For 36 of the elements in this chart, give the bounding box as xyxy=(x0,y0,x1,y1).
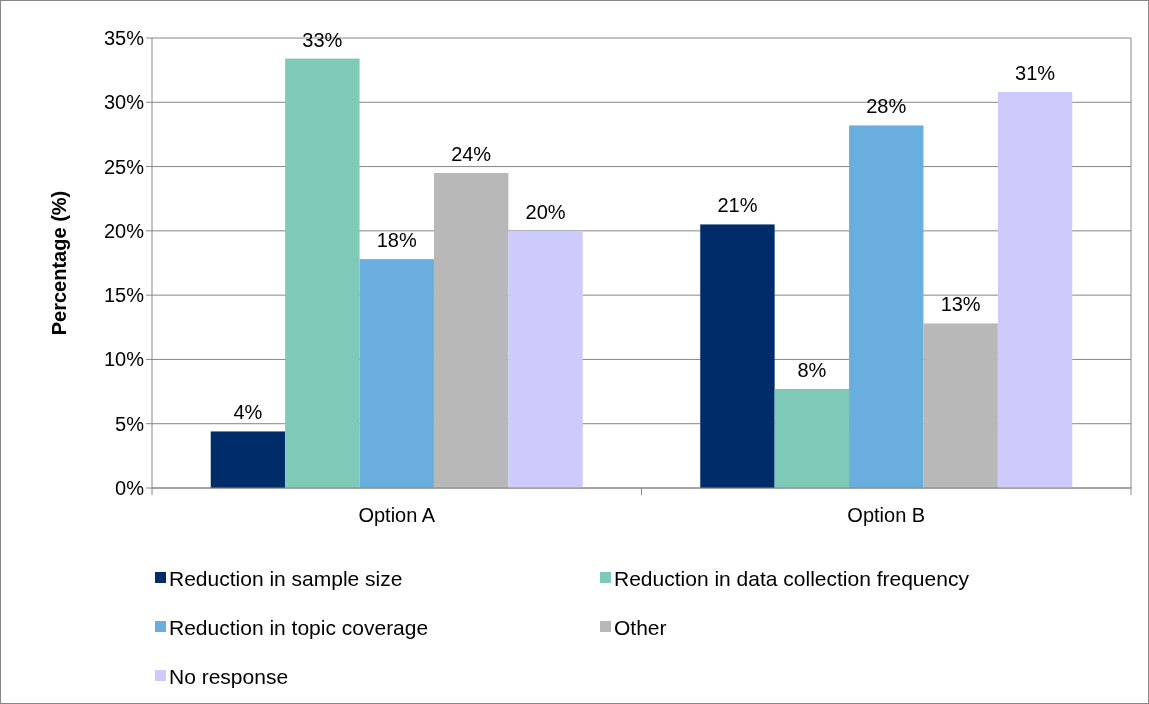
data-label: 21% xyxy=(717,194,758,217)
bar xyxy=(210,431,286,488)
legend-label: Other xyxy=(614,615,667,639)
legend-label: Reduction in topic coverage xyxy=(169,615,429,639)
data-label: 18% xyxy=(376,229,417,252)
bar xyxy=(700,224,775,488)
legend-label: Reduction in sample size xyxy=(169,566,403,590)
y-tick-label: 5% xyxy=(115,412,145,435)
data-label: 13% xyxy=(940,293,981,316)
y-tick-label: 0% xyxy=(115,477,145,499)
bar xyxy=(359,259,434,488)
y-tick-label: 30% xyxy=(103,91,145,114)
y-tick-label: 15% xyxy=(103,284,145,307)
y-tick-label: 20% xyxy=(103,219,145,242)
legend-label: Reduction in data collection frequency xyxy=(614,566,970,590)
data-label: 20% xyxy=(525,200,566,223)
bar xyxy=(997,92,1073,488)
legend-label: No response xyxy=(169,664,289,688)
bar xyxy=(285,58,360,488)
y-axis-title: Percentage (%) xyxy=(48,190,70,336)
data-label: 28% xyxy=(866,95,907,118)
data-label: 4% xyxy=(233,401,263,424)
bar xyxy=(508,230,583,488)
bar xyxy=(774,389,850,488)
data-label: 24% xyxy=(451,143,492,165)
x-tick-label: Option A xyxy=(358,504,436,526)
y-tick-label: 25% xyxy=(103,155,145,178)
x-tick-label: Option B xyxy=(847,504,926,526)
y-tick-label: 10% xyxy=(103,348,145,371)
data-label: 31% xyxy=(1015,62,1056,84)
y-tick-label: 35% xyxy=(103,27,145,49)
bar xyxy=(433,173,509,488)
data-label: 8% xyxy=(797,359,827,381)
bar xyxy=(849,125,924,488)
data-label: 33% xyxy=(302,28,343,51)
bar xyxy=(923,323,998,488)
